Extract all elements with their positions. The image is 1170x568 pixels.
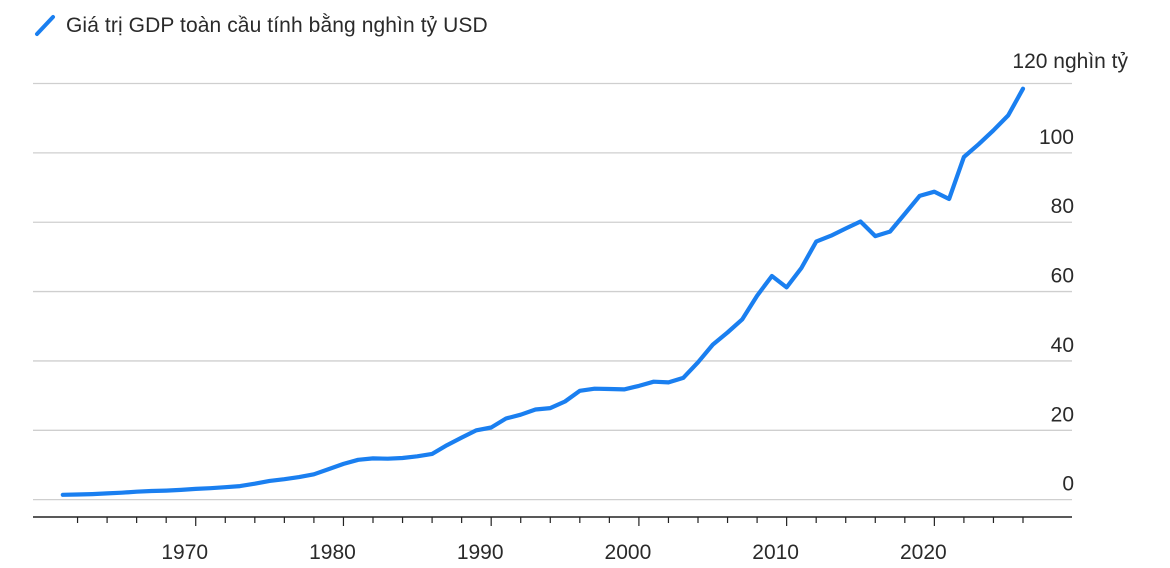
data-point bbox=[268, 479, 272, 483]
data-point bbox=[194, 487, 198, 491]
x-tick-label: 2020 bbox=[900, 541, 947, 564]
data-point bbox=[548, 406, 552, 410]
data-point bbox=[120, 491, 124, 495]
data-point bbox=[977, 142, 981, 146]
data-point bbox=[386, 457, 390, 461]
data-point bbox=[297, 475, 301, 479]
x-axis: 1970 1980 1990 2000 2010 2020 bbox=[76, 517, 1024, 564]
data-point bbox=[519, 413, 523, 417]
y-tick-label: 80 bbox=[1051, 195, 1074, 218]
y-axis: 0 20 40 60 80 100 bbox=[1039, 126, 1074, 496]
data-point bbox=[223, 485, 227, 489]
data-point bbox=[563, 400, 567, 404]
data-point bbox=[578, 389, 582, 393]
data-point bbox=[61, 493, 65, 497]
data-point bbox=[593, 387, 597, 391]
y-tick-label: 20 bbox=[1051, 403, 1074, 426]
y-tick-label: 40 bbox=[1051, 334, 1074, 357]
x-tick-label: 1970 bbox=[161, 541, 208, 564]
data-point bbox=[534, 408, 538, 412]
data-point bbox=[238, 484, 242, 488]
data-point bbox=[135, 490, 139, 494]
data-point bbox=[740, 317, 744, 321]
data-point bbox=[105, 491, 109, 495]
data-point bbox=[829, 234, 833, 238]
data-point bbox=[401, 456, 405, 460]
data-point bbox=[164, 489, 168, 493]
data-point bbox=[460, 436, 464, 440]
data-point bbox=[149, 489, 153, 493]
data-point bbox=[888, 230, 892, 234]
data-point bbox=[992, 128, 996, 132]
data-point bbox=[371, 456, 375, 460]
data-point bbox=[681, 376, 685, 380]
x-tick-label: 2000 bbox=[605, 541, 652, 564]
data-point bbox=[342, 462, 346, 466]
data-point bbox=[327, 467, 331, 471]
legend-swatch-line-icon bbox=[35, 15, 55, 36]
data-point bbox=[76, 493, 80, 497]
data-point bbox=[859, 220, 863, 224]
x-tick-label: 2010 bbox=[752, 541, 799, 564]
data-point bbox=[622, 387, 626, 391]
data-point bbox=[962, 155, 966, 159]
x-tick-label: 1990 bbox=[457, 541, 504, 564]
data-point bbox=[799, 266, 803, 270]
data-point bbox=[282, 477, 286, 481]
data-point bbox=[356, 458, 360, 462]
data-point bbox=[1021, 87, 1025, 91]
data-point bbox=[90, 492, 94, 496]
y-tick-label: 60 bbox=[1051, 265, 1074, 288]
data-point bbox=[253, 482, 257, 486]
data-point bbox=[637, 384, 641, 388]
y-tick-label: 0 bbox=[1062, 473, 1074, 496]
chart-legend: Giá trị GDP toàn cầu tính bằng nghìn tỷ … bbox=[34, 12, 488, 40]
end-value-label: 120 nghìn tỷ bbox=[1012, 50, 1128, 73]
data-point bbox=[652, 380, 656, 384]
data-point bbox=[814, 240, 818, 244]
data-point bbox=[430, 452, 434, 456]
data-point bbox=[873, 234, 877, 238]
data-point bbox=[947, 197, 951, 201]
data-point bbox=[918, 194, 922, 198]
data-point bbox=[844, 227, 848, 231]
data-point bbox=[415, 454, 419, 458]
data-point bbox=[607, 387, 611, 391]
grid-lines bbox=[33, 82, 1072, 501]
data-point bbox=[312, 472, 316, 476]
data-point bbox=[1006, 113, 1010, 117]
data-point bbox=[179, 488, 183, 492]
data-point bbox=[711, 343, 715, 347]
data-point bbox=[667, 380, 671, 384]
data-point bbox=[504, 417, 508, 421]
data-point bbox=[932, 190, 936, 194]
y-tick-label: 100 bbox=[1039, 126, 1074, 149]
data-point bbox=[445, 443, 449, 447]
data-point bbox=[209, 486, 213, 490]
data-point bbox=[726, 331, 730, 335]
data-point bbox=[489, 426, 493, 430]
series-line-gdp bbox=[60, 86, 1026, 497]
data-point bbox=[755, 294, 759, 298]
data-point bbox=[770, 274, 774, 278]
legend-label: Giá trị GDP toàn cầu tính bằng nghìn tỷ … bbox=[66, 14, 488, 37]
data-point bbox=[474, 428, 478, 432]
data-point bbox=[785, 285, 789, 289]
data-point bbox=[903, 212, 907, 216]
x-tick-label: 1980 bbox=[309, 541, 356, 564]
data-point bbox=[696, 360, 700, 364]
